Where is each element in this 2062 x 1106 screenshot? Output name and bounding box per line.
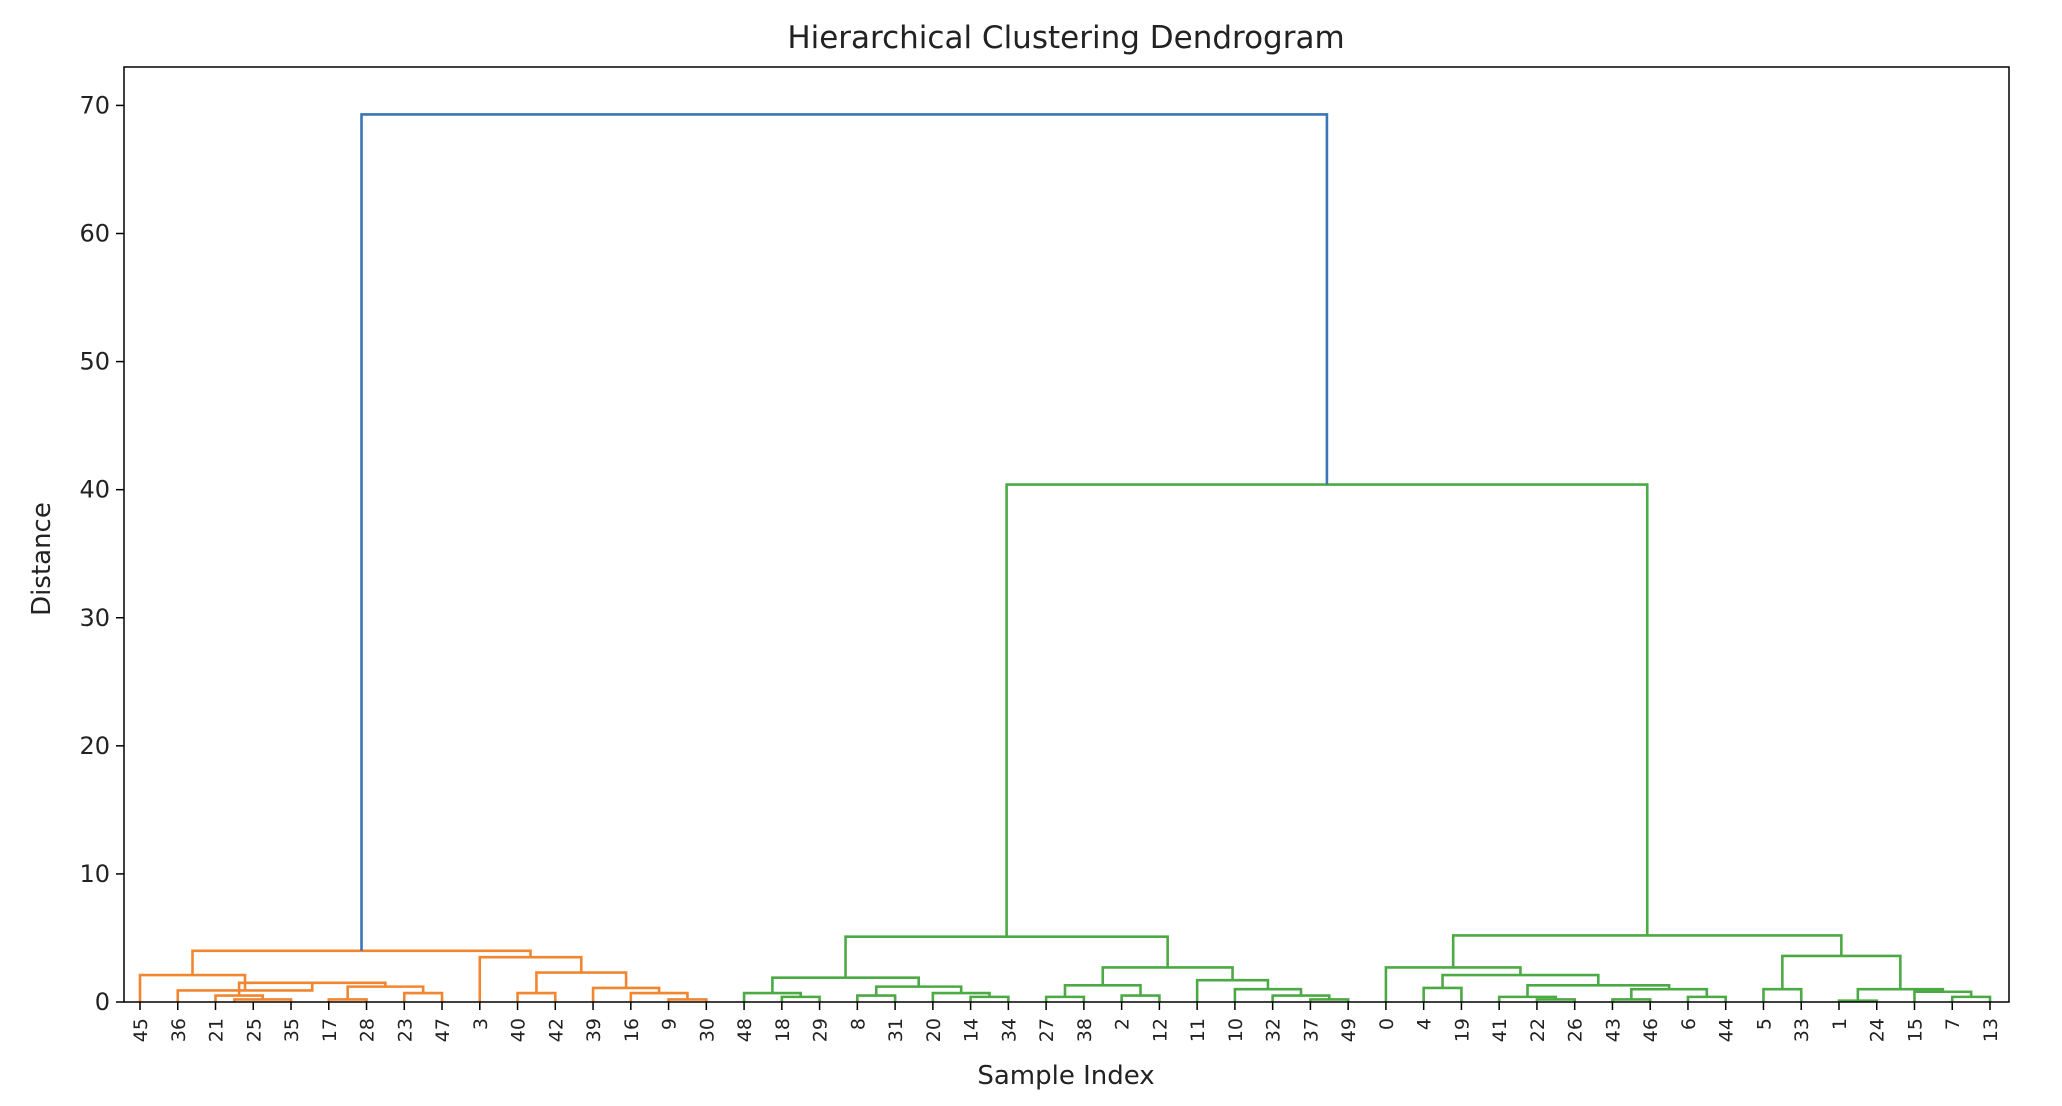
x-tick-label: 45	[130, 1018, 152, 1042]
x-tick-label: 14	[961, 1018, 983, 1042]
x-tick-label: 11	[1187, 1018, 1209, 1042]
x-tick-label: 4	[1414, 1018, 1436, 1030]
x-tick-label: 36	[168, 1018, 190, 1042]
dendrogram-link	[1686, 995, 1728, 1002]
y-tick-label: 70	[79, 91, 110, 119]
x-tick-label: 26	[1565, 1018, 1587, 1042]
x-tick-label: 34	[998, 1018, 1020, 1042]
dendrogram-link	[1101, 966, 1234, 986]
x-tick-label: 44	[1716, 1018, 1738, 1042]
x-tick-label: 40	[508, 1018, 530, 1042]
dendrogram-link	[1384, 966, 1522, 1002]
dendrogram-link	[1497, 995, 1558, 1002]
dendrogram-link	[1762, 987, 1803, 1002]
dendrogram-link	[969, 995, 1010, 1002]
y-tick-label: 40	[79, 476, 110, 504]
x-tick-label: 28	[357, 1018, 379, 1042]
y-axis-ticks: 0 10 20 30 40 50 60 70	[79, 91, 124, 1016]
dendrogram-link	[1950, 995, 1992, 1002]
dendrogram-link	[856, 994, 897, 1002]
dendrogram-link	[138, 973, 247, 1002]
x-tick-label: 41	[1489, 1018, 1511, 1042]
x-tick-label: 16	[621, 1018, 643, 1042]
x-tick-label: 12	[1149, 1018, 1171, 1042]
x-tick-label: 24	[1867, 1018, 1889, 1042]
x-tick-label: 1	[1829, 1018, 1851, 1030]
x-tick-label: 39	[583, 1018, 605, 1042]
y-tick-label: 50	[79, 348, 110, 376]
x-tick-label: 47	[432, 1018, 454, 1042]
y-tick-label: 60	[79, 220, 110, 248]
x-axis-ticks: 45 36 21 25 35 17 28 23 47 3 40 42 39 16 9 30 48 18 29 8 31 2…	[130, 1002, 2002, 1042]
x-tick-label: 0	[1376, 1018, 1398, 1030]
x-tick-label: 17	[319, 1018, 341, 1042]
dendrogram-link	[1630, 987, 1709, 1000]
x-tick-label: 9	[659, 1018, 681, 1030]
x-tick-label: 32	[1263, 1018, 1285, 1042]
x-tick-label: 7	[1942, 1018, 1964, 1030]
x-tick-label: 38	[1074, 1018, 1096, 1042]
dendrogram-links	[138, 113, 1992, 1003]
dendrogram-link	[1044, 995, 1086, 1002]
x-tick-label: 30	[696, 1018, 718, 1042]
dendrogram-link	[591, 986, 661, 1002]
x-tick-label: 27	[1036, 1018, 1058, 1042]
dendrogram-link	[1441, 973, 1600, 988]
dendrogram-link	[1120, 994, 1161, 1002]
dendrogram-link	[360, 113, 1329, 951]
y-axis-label: Distance	[27, 502, 57, 616]
x-tick-label: 3	[470, 1018, 492, 1030]
dendrogram-link	[1271, 994, 1331, 1002]
x-tick-label: 22	[1527, 1018, 1549, 1042]
dendrogram-link	[1422, 986, 1463, 1002]
x-tick-label: 46	[1640, 1018, 1662, 1042]
x-tick-label: 35	[281, 1018, 303, 1042]
dendrogram-link	[1005, 483, 1649, 937]
x-tick-label: 13	[1980, 1018, 2002, 1042]
x-tick-label: 49	[1338, 1018, 1360, 1042]
dendrogram-link	[1233, 987, 1303, 1002]
x-tick-label: 8	[847, 1018, 869, 1030]
x-tick-label: 43	[1602, 1018, 1624, 1042]
dendrogram-link	[176, 982, 314, 1002]
x-tick-label: 33	[1791, 1018, 1813, 1042]
plot-frame	[123, 66, 2010, 1003]
x-tick-label: 6	[1678, 1018, 1700, 1030]
dendrogram-link	[780, 995, 821, 1002]
x-tick-label: 20	[923, 1018, 945, 1042]
y-tick-label: 30	[79, 604, 110, 632]
x-tick-label: 23	[394, 1018, 416, 1042]
x-tick-label: 31	[885, 1018, 907, 1042]
x-tick-label: 18	[772, 1018, 794, 1042]
y-tick-label: 20	[79, 732, 110, 760]
x-tick-label: 15	[1904, 1018, 1926, 1042]
y-tick-label: 10	[79, 860, 110, 888]
x-tick-label: 48	[734, 1018, 756, 1042]
x-tick-label: 37	[1300, 1018, 1322, 1042]
x-tick-label: 5	[1753, 1018, 1775, 1030]
chart-title: Hierarchical Clustering Dendrogram	[787, 20, 1344, 56]
x-axis-label: Sample Index	[977, 1061, 1154, 1091]
dendrogram-link	[214, 994, 265, 1002]
x-tick-label: 25	[243, 1018, 265, 1042]
x-tick-label: 42	[545, 1018, 567, 1042]
y-tick-label: 0	[95, 988, 110, 1016]
x-tick-label: 21	[206, 1018, 228, 1042]
x-tick-label: 19	[1451, 1018, 1473, 1042]
dendrogram-link	[1856, 987, 1945, 1001]
x-tick-label: 2	[1112, 1018, 1134, 1030]
x-tick-label: 29	[810, 1018, 832, 1042]
x-tick-label: 10	[1225, 1018, 1247, 1042]
